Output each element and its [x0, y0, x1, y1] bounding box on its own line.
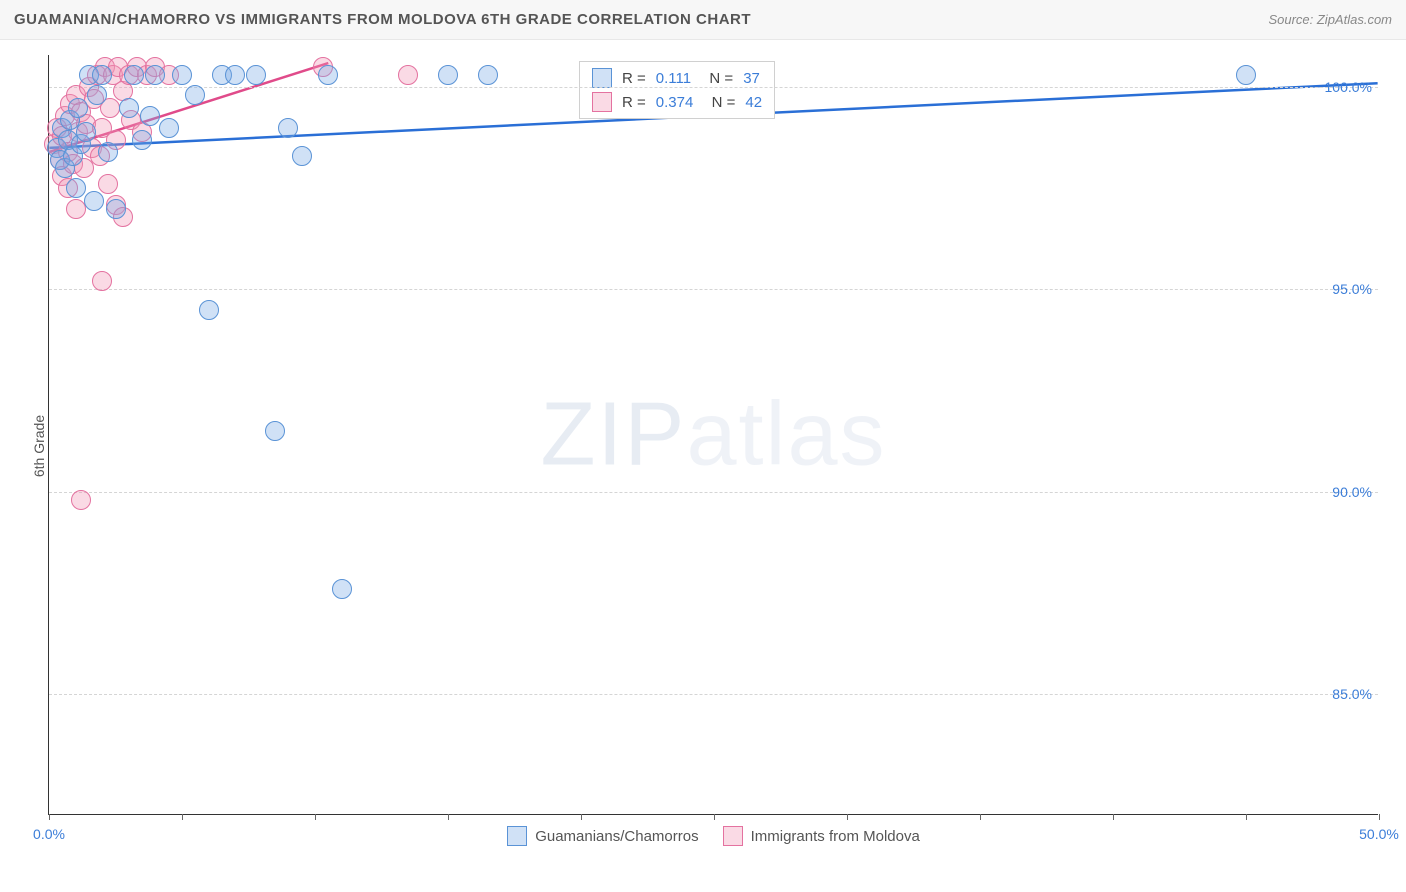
- y-tick-label: 95.0%: [1332, 281, 1372, 297]
- series-legend: Guamanians/Chamorros Immigrants from Mol…: [49, 826, 1378, 846]
- x-tick: [581, 814, 582, 820]
- y-tick-label: 85.0%: [1332, 686, 1372, 702]
- series-legend-item-blue: Guamanians/Chamorros: [507, 826, 698, 846]
- trend-lines-layer: [49, 55, 1378, 814]
- data-point-blue: [106, 199, 126, 219]
- data-point-blue: [87, 85, 107, 105]
- x-tick-label: 0.0%: [33, 826, 65, 842]
- legend-swatch-blue: [592, 68, 612, 88]
- data-point-pink: [66, 199, 86, 219]
- data-point-pink: [398, 65, 418, 85]
- x-tick: [714, 814, 715, 820]
- gridline-h: [49, 694, 1378, 695]
- r-label: R =: [622, 70, 646, 87]
- data-point-blue: [132, 130, 152, 150]
- n-value-pink: 42: [745, 94, 762, 111]
- x-tick: [49, 814, 50, 820]
- x-tick: [980, 814, 981, 820]
- x-tick: [1379, 814, 1380, 820]
- data-point-blue: [278, 118, 298, 138]
- y-tick-label: 90.0%: [1332, 484, 1372, 500]
- x-tick: [847, 814, 848, 820]
- y-axis-label: 6th Grade: [31, 415, 47, 477]
- x-tick-label: 50.0%: [1359, 826, 1399, 842]
- series-label-pink: Immigrants from Moldova: [751, 828, 920, 845]
- data-point-blue: [76, 122, 96, 142]
- data-point-blue: [124, 65, 144, 85]
- data-point-blue: [140, 106, 160, 126]
- y-tick-label: 100.0%: [1325, 79, 1372, 95]
- legend-swatch-blue: [507, 826, 527, 846]
- data-point-blue: [438, 65, 458, 85]
- data-point-pink: [92, 271, 112, 291]
- x-tick: [1246, 814, 1247, 820]
- n-value-blue: 37: [743, 70, 760, 87]
- series-label-blue: Guamanians/Chamorros: [535, 828, 698, 845]
- watermark-thin: atlas: [686, 384, 886, 484]
- r-value-pink: 0.374: [656, 94, 694, 111]
- gridline-h: [49, 492, 1378, 493]
- n-label: N =: [703, 94, 735, 111]
- data-point-pink: [98, 174, 118, 194]
- watermark: ZIPatlas: [540, 383, 886, 486]
- r-label: R =: [622, 94, 646, 111]
- x-tick: [1113, 814, 1114, 820]
- data-point-blue: [225, 65, 245, 85]
- data-point-blue: [68, 98, 88, 118]
- data-point-blue: [92, 65, 112, 85]
- x-tick: [315, 814, 316, 820]
- data-point-blue: [172, 65, 192, 85]
- data-point-blue: [98, 142, 118, 162]
- data-point-blue: [199, 300, 219, 320]
- title-bar: GUAMANIAN/CHAMORRO VS IMMIGRANTS FROM MO…: [0, 0, 1406, 40]
- data-point-blue: [1236, 65, 1256, 85]
- data-point-blue: [246, 65, 266, 85]
- data-point-blue: [66, 178, 86, 198]
- series-legend-item-pink: Immigrants from Moldova: [723, 826, 920, 846]
- gridline-h: [49, 289, 1378, 290]
- stats-legend: R = 0.111 N = 37 R = 0.374 N = 42: [579, 61, 775, 119]
- data-point-blue: [292, 146, 312, 166]
- data-point-blue: [478, 65, 498, 85]
- data-point-blue: [332, 579, 352, 599]
- legend-swatch-pink: [723, 826, 743, 846]
- data-point-blue: [185, 85, 205, 105]
- x-tick: [182, 814, 183, 820]
- x-tick: [448, 814, 449, 820]
- data-point-blue: [145, 65, 165, 85]
- data-point-blue: [84, 191, 104, 211]
- data-point-pink: [71, 490, 91, 510]
- plot-area: ZIPatlas R = 0.111 N = 37 R = 0.374 N = …: [48, 55, 1378, 815]
- legend-swatch-pink: [592, 92, 612, 112]
- data-point-blue: [159, 118, 179, 138]
- n-label: N =: [701, 70, 733, 87]
- data-point-blue: [318, 65, 338, 85]
- r-value-blue: 0.111: [656, 70, 691, 87]
- watermark-bold: ZIP: [540, 384, 686, 484]
- stats-legend-row-pink: R = 0.374 N = 42: [580, 90, 774, 114]
- data-point-blue: [119, 98, 139, 118]
- chart-title: GUAMANIAN/CHAMORRO VS IMMIGRANTS FROM MO…: [14, 11, 751, 28]
- gridline-h: [49, 87, 1378, 88]
- data-point-blue: [265, 421, 285, 441]
- source-label: Source: ZipAtlas.com: [1268, 12, 1392, 27]
